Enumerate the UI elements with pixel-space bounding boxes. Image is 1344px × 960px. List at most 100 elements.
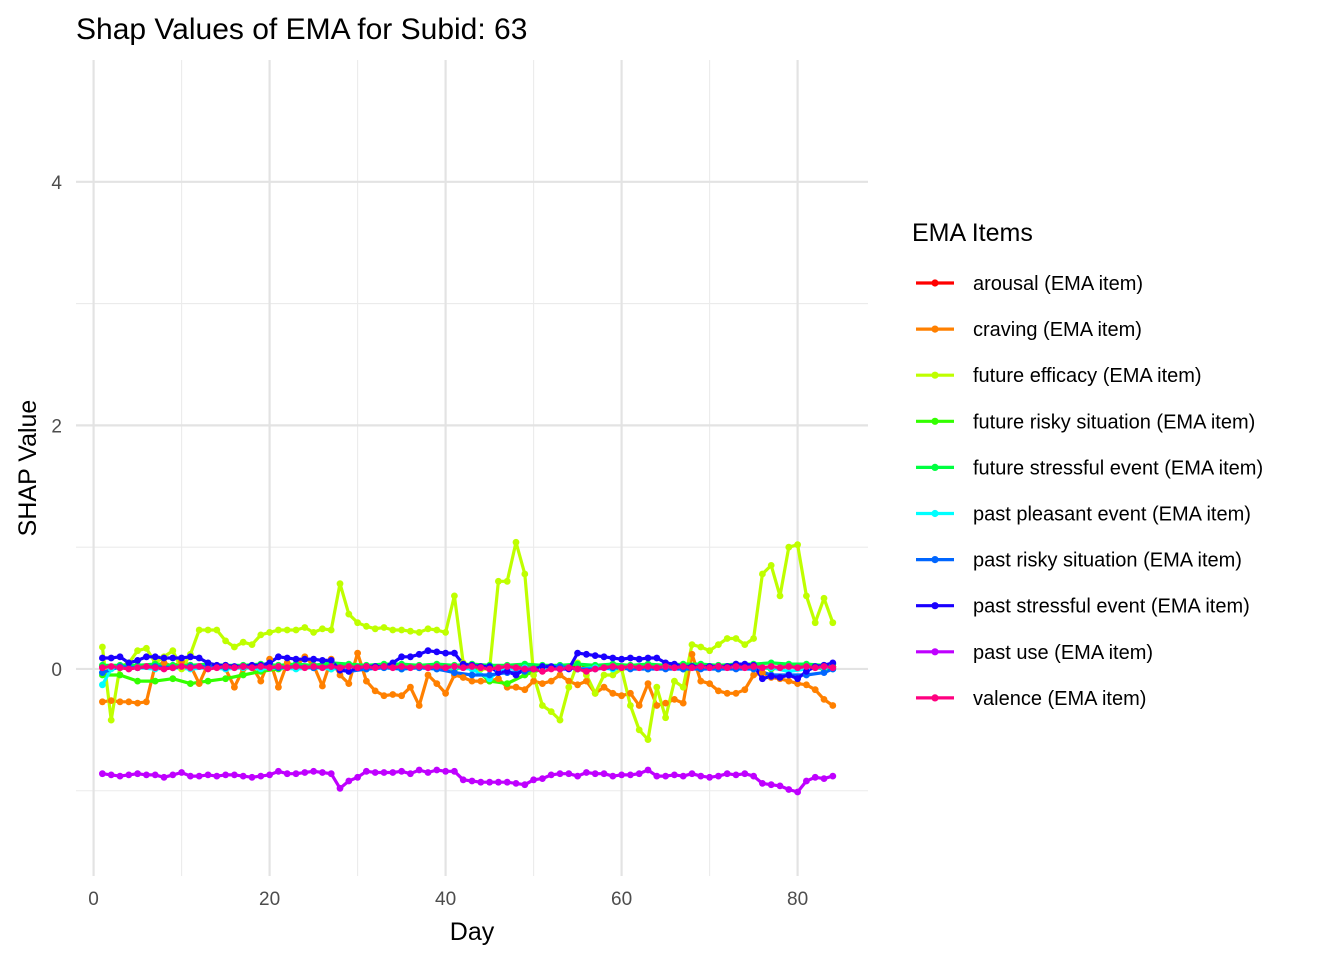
data-point [424, 664, 432, 672]
data-point [477, 677, 485, 685]
series-lines [100, 540, 835, 794]
data-point [301, 664, 309, 672]
data-point [776, 674, 784, 681]
data-point [767, 672, 775, 680]
data-point [99, 664, 106, 672]
data-point [539, 702, 546, 709]
data-point [794, 675, 801, 683]
data-point [583, 668, 590, 675]
legend-item: future stressful event (EMA item) [916, 457, 1263, 479]
legend-key-point [931, 509, 939, 518]
data-point [627, 771, 634, 779]
data-point [530, 671, 537, 679]
data-point [107, 663, 115, 670]
data-point [723, 770, 731, 778]
data-point [459, 664, 467, 672]
data-point [574, 681, 581, 689]
data-point [521, 665, 529, 673]
data-point [169, 654, 177, 662]
data-point [706, 773, 713, 781]
data-point [327, 770, 335, 778]
data-point [380, 769, 388, 776]
data-point [609, 772, 617, 780]
data-point [776, 664, 784, 672]
data-point [195, 772, 203, 780]
data-point [653, 683, 661, 691]
data-point [363, 622, 370, 630]
legend-item: future efficacy (EMA item) [916, 365, 1202, 387]
data-point [495, 577, 502, 585]
data-point [389, 626, 397, 634]
data-point [591, 665, 599, 673]
data-point [266, 629, 273, 636]
data-point [759, 780, 766, 787]
data-point [116, 671, 124, 679]
data-point [829, 772, 837, 780]
data-point [468, 671, 476, 679]
legend-title: EMA Items [912, 219, 1033, 247]
data-point [99, 681, 106, 689]
data-point [723, 664, 731, 672]
data-point [134, 677, 142, 685]
axis-ticks: 0 20 40 60 80 0 2 4 [51, 173, 808, 910]
data-point [521, 570, 529, 578]
legend-key-point [931, 371, 939, 379]
data-point [248, 664, 256, 672]
data-point [741, 664, 749, 672]
data-point [732, 663, 740, 670]
data-point [125, 665, 133, 673]
data-point [327, 626, 335, 634]
data-point [600, 664, 608, 672]
data-point [591, 652, 599, 659]
data-point [706, 680, 713, 687]
data-point [275, 767, 282, 775]
data-point [336, 671, 344, 679]
data-point [583, 769, 590, 776]
data-point [759, 664, 766, 672]
data-point [811, 773, 819, 781]
data-point [275, 663, 282, 670]
data-point [319, 769, 326, 776]
data-point [794, 680, 801, 687]
data-point [495, 669, 502, 676]
data-point [618, 664, 625, 672]
legend-item: past risky situation (EMA item) [916, 550, 1242, 572]
data-point [644, 654, 652, 662]
data-point [767, 663, 775, 670]
data-point [635, 702, 643, 709]
data-point [345, 610, 353, 618]
data-point [521, 686, 529, 694]
data-point [706, 664, 713, 672]
data-point [222, 771, 230, 779]
data-point [539, 663, 546, 670]
data-point [204, 665, 212, 673]
data-point [116, 772, 124, 780]
y-tick-label: 0 [51, 660, 62, 681]
legend-label: future stressful event (EMA item) [973, 457, 1263, 479]
data-point [644, 680, 652, 687]
legend-label: craving (EMA item) [973, 319, 1142, 341]
data-point [389, 659, 397, 667]
data-point [301, 655, 309, 663]
data-point [530, 665, 537, 673]
data-point [336, 784, 344, 792]
data-point [653, 664, 661, 672]
data-point [556, 671, 564, 679]
data-point [239, 671, 247, 679]
legend-key-point [931, 602, 939, 610]
data-point [283, 664, 291, 672]
data-point [759, 675, 766, 683]
data-point [204, 659, 212, 667]
data-point [741, 686, 749, 694]
data-point [160, 773, 168, 781]
data-point [574, 660, 581, 668]
data-point [547, 665, 555, 673]
data-point [662, 714, 669, 722]
data-point [134, 657, 142, 664]
data-point [574, 772, 581, 780]
data-point [143, 663, 150, 670]
data-point [160, 654, 168, 662]
data-point [565, 770, 573, 778]
data-point [222, 637, 230, 645]
data-point [732, 635, 740, 642]
